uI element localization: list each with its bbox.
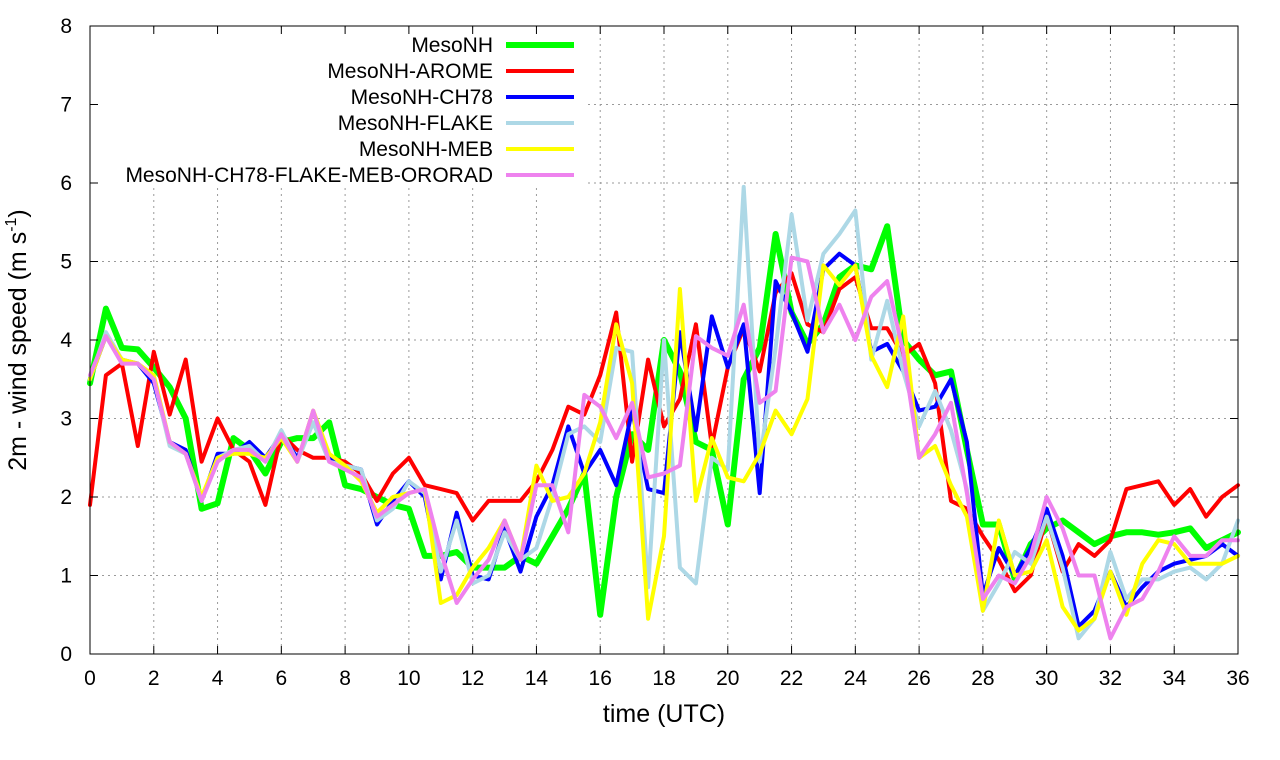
x-tick-label: 0 xyxy=(84,667,96,690)
x-tick-label: 16 xyxy=(589,667,612,690)
y-tick-label: 0 xyxy=(60,643,72,666)
legend-label: MesoNH xyxy=(411,34,493,57)
y-axis-label-close: ) xyxy=(4,209,32,217)
x-tick-label: 26 xyxy=(907,667,930,690)
x-tick-label: 22 xyxy=(780,667,803,690)
y-axis-label-main: 2m - wind speed (m s xyxy=(4,232,32,471)
y-tick-label: 5 xyxy=(60,251,72,274)
legend-label: MesoNH-CH78 xyxy=(351,86,493,109)
x-tick-label: 36 xyxy=(1226,667,1249,690)
y-tick-label: 1 xyxy=(60,565,72,588)
y-tick-label: 8 xyxy=(60,15,72,38)
legend-label: MesoNH-MEB xyxy=(359,138,493,161)
x-tick-label: 14 xyxy=(525,667,549,690)
x-tick-label: 28 xyxy=(971,667,994,690)
legend-label: MesoNH-CH78-FLAKE-MEB-ORORAD xyxy=(125,164,493,187)
x-tick-label: 34 xyxy=(1163,667,1187,690)
x-tick-label: 32 xyxy=(1099,667,1122,690)
y-tick-label: 7 xyxy=(60,94,72,117)
x-tick-label: 6 xyxy=(275,667,287,690)
x-tick-label: 20 xyxy=(716,667,739,690)
legend-label: MesoNH-FLAKE xyxy=(338,112,493,135)
x-tick-label: 2 xyxy=(148,667,160,690)
x-axis-label: time (UTC) xyxy=(603,700,725,728)
legend-label: MesoNH-AROME xyxy=(327,60,493,83)
x-tick-label: 4 xyxy=(212,667,224,690)
x-tick-label: 24 xyxy=(844,667,868,690)
y-axis-label: 2m - wind speed (m s-1) xyxy=(3,209,32,471)
x-tick-label: 30 xyxy=(1035,667,1058,690)
y-tick-label: 4 xyxy=(60,329,72,352)
y-tick-label: 3 xyxy=(60,408,72,431)
y-axis-label-superscript: -1 xyxy=(3,217,20,231)
y-tick-label: 2 xyxy=(60,486,72,509)
y-tick-label: 6 xyxy=(60,172,72,195)
x-tick-label: 18 xyxy=(652,667,675,690)
x-tick-label: 12 xyxy=(461,667,484,690)
x-tick-label: 8 xyxy=(339,667,351,690)
x-tick-label: 10 xyxy=(397,667,420,690)
line-chart: MesoNH MesoNH-AROME MesoNH-CH78 MesoNH-FLAK… xyxy=(0,0,1280,760)
